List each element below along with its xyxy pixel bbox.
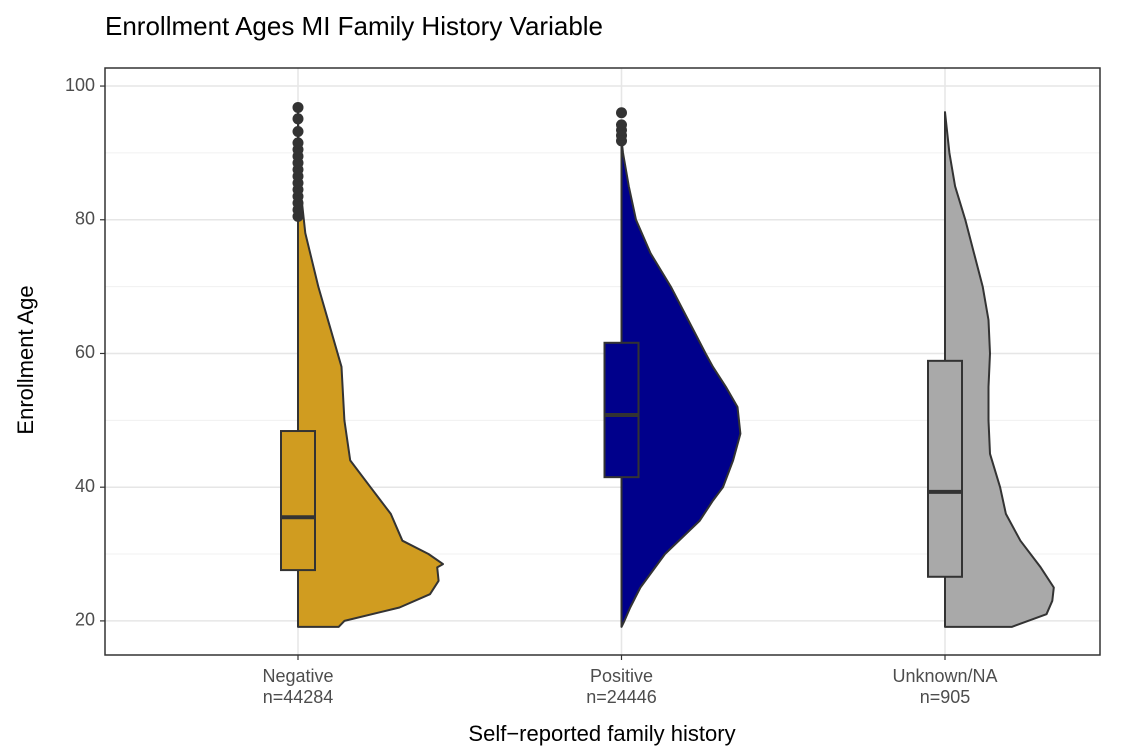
violin	[944, 111, 1055, 628]
y-tick-label: 80	[75, 209, 95, 229]
box	[603, 341, 640, 479]
outlier	[292, 137, 304, 149]
outlier	[616, 119, 627, 131]
y-axis-label: Enrollment Age	[13, 285, 38, 434]
x-tick-label: Negative	[262, 666, 333, 686]
x-axis-label: Self−reported family history	[468, 721, 735, 746]
y-tick-label: 40	[75, 476, 95, 496]
outlier	[292, 113, 304, 125]
x-tick-sublabel: n=44284	[263, 687, 334, 707]
x-tick-label: Positive	[590, 666, 653, 686]
violin	[620, 138, 742, 628]
outlier	[616, 107, 627, 119]
x-tick-label: Unknown/NA	[892, 666, 997, 686]
chart-title: Enrollment Ages MI Family History Variab…	[105, 11, 603, 41]
y-tick-label: 20	[75, 610, 95, 630]
outlier	[292, 126, 304, 138]
y-tick-label: 100	[65, 75, 95, 95]
outlier	[292, 101, 304, 113]
box	[927, 359, 963, 578]
y-tick-label: 60	[75, 342, 95, 362]
x-tick-sublabel: n=905	[920, 687, 971, 707]
x-tick-sublabel: n=24446	[586, 687, 657, 707]
box	[280, 430, 316, 572]
panel-border	[104, 67, 1101, 656]
violin	[297, 106, 444, 628]
